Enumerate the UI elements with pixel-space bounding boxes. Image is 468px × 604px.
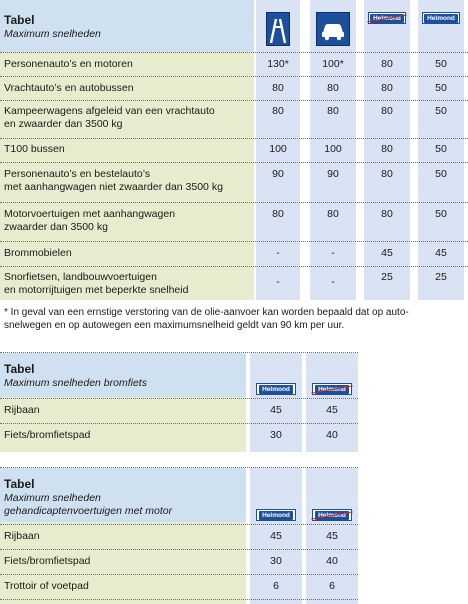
table-title: Tabel [4, 477, 35, 491]
cell-value: 50 [435, 82, 447, 94]
cell-value: - [331, 247, 335, 259]
cell-value: 30 [270, 429, 282, 441]
cell-value: 80 [327, 82, 339, 94]
cell-value: 80 [327, 105, 339, 117]
cell-value: 80 [327, 208, 339, 220]
row-label: Motorvoertuigen met aanhangwagen zwaarde… [4, 208, 176, 233]
table-subtitle: Maximum snelheden gehandicaptenvoertuige… [4, 492, 173, 517]
cell-value: 80 [381, 82, 393, 94]
cell-value: 80 [381, 58, 393, 70]
town-name: Helmond [259, 510, 293, 520]
cell-value: 80 [381, 143, 393, 155]
speed-table-moped: Tabel Maximum snelheden bromfiets Helmon… [0, 352, 468, 452]
cell-value: 50 [435, 58, 447, 70]
cell-value: 45 [381, 247, 393, 259]
row-label: Fiets/bromfietspad [4, 429, 91, 441]
table-subtitle: Maximum snelheden [4, 28, 101, 40]
table-row: Brommobielen - - 45 45 [0, 241, 468, 265]
built-up-area-sign-icon: Helmond [256, 383, 296, 395]
table-row: Personenauto’s en motoren 130* 100* 80 5… [0, 52, 468, 76]
town-name: Helmond [370, 13, 404, 23]
cell-value: 80 [381, 105, 393, 117]
cell-value: 80 [272, 82, 284, 94]
motorway-sign-icon [266, 12, 290, 46]
table-row: Fiets/bromfietspad 30 40 [0, 549, 468, 573]
cell-value: 25 [381, 271, 393, 283]
town-name: Helmond [259, 384, 293, 394]
table-row: Trottoir of voetpad 6 6 [0, 574, 468, 598]
table-row: Fiets/bromfietspad 30 40 [0, 423, 468, 447]
cell-value: 80 [272, 105, 284, 117]
cell-value: 100 [269, 143, 287, 155]
cell-value: 80 [272, 208, 284, 220]
row-label: Snorfietsen, landbouwvoertuigen en motor… [4, 271, 189, 296]
speed-table-disabled-vehicles: Tabel Maximum snelheden gehandicaptenvoe… [0, 467, 468, 604]
table-row: T100 bussen 100 100 80 50 [0, 138, 468, 162]
cell-value: 50 [435, 208, 447, 220]
row-label: Vrachtauto’s en autobussen [4, 82, 134, 94]
cell-value: 80 [381, 168, 393, 180]
cell-value: 80 [381, 208, 393, 220]
town-name: Helmond [424, 13, 458, 23]
cell-value: 45 [435, 247, 447, 259]
row-label: Rijbaan [4, 404, 40, 416]
row-label: Trottoir of voetpad [4, 580, 89, 592]
cell-value: 50 [435, 168, 447, 180]
speed-table-main: Tabel Maximum snelheden Helmond Helmond … [0, 0, 468, 300]
end-built-up-area-sign-icon: Helmond [422, 12, 460, 24]
cell-value: 90 [272, 168, 284, 180]
cell-value: 25 [435, 271, 447, 283]
cell-value: - [331, 276, 335, 288]
end-built-up-area-sign-icon: Helmond [311, 383, 353, 395]
cell-value: 100 [324, 143, 342, 155]
table-row: Rijbaan 45 45 [0, 524, 468, 548]
cell-value: - [276, 247, 280, 259]
cell-value: 40 [326, 555, 338, 567]
cell-value: 45 [326, 530, 338, 542]
row-label: Fiets/bromfietspad [4, 555, 91, 567]
row-label: Brommobielen [4, 247, 72, 259]
built-up-area-sign-icon: Helmond [367, 12, 407, 24]
cell-value: 30 [270, 555, 282, 567]
footnote: * In geval van een ernstige verstoring v… [4, 307, 409, 331]
table-title: Tabel [4, 13, 35, 27]
table-row: Personenauto’s en bestelauto’s met aanha… [0, 162, 468, 200]
built-up-area-sign-icon: Helmond [256, 509, 296, 521]
table-row: Kampeerwagens afgeleid van een vrachtaut… [0, 100, 468, 136]
cell-value: 6 [329, 580, 335, 592]
table-title: Tabel [4, 362, 35, 376]
town-name: Helmond [315, 384, 349, 394]
cell-value: 6 [273, 580, 279, 592]
cell-value: 100* [322, 58, 344, 70]
town-name: Helmond [315, 510, 349, 520]
cell-value: 90 [327, 168, 339, 180]
row-label: Rijbaan [4, 530, 40, 542]
row-label: Kampeerwagens afgeleid van een vrachtaut… [4, 105, 215, 130]
row-label: Personenauto’s en bestelauto’s met aanha… [4, 168, 223, 193]
cell-value: 45 [326, 404, 338, 416]
cell-value: 40 [326, 429, 338, 441]
expressway-car-sign-icon [316, 12, 350, 46]
table-row: Rijbaan 45 45 [0, 398, 468, 422]
table-row: Motorvoertuigen met aanhangwagen zwaarde… [0, 202, 468, 240]
table-row: Vrachtauto’s en autobussen 80 80 80 50 [0, 76, 468, 100]
table-subtitle: Maximum snelheden bromfiets [4, 377, 147, 389]
cell-value: - [276, 276, 280, 288]
cell-value: 50 [435, 143, 447, 155]
row-label: Personenauto’s en motoren [4, 58, 133, 70]
cell-value: 50 [435, 105, 447, 117]
cell-value: 45 [270, 404, 282, 416]
cell-value: 130* [267, 58, 289, 70]
cell-value: 45 [270, 530, 282, 542]
table-row: Snorfietsen, landbouwvoertuigen en motor… [0, 266, 468, 300]
end-built-up-area-sign-icon: Helmond [311, 509, 353, 521]
row-label: T100 bussen [4, 143, 65, 155]
